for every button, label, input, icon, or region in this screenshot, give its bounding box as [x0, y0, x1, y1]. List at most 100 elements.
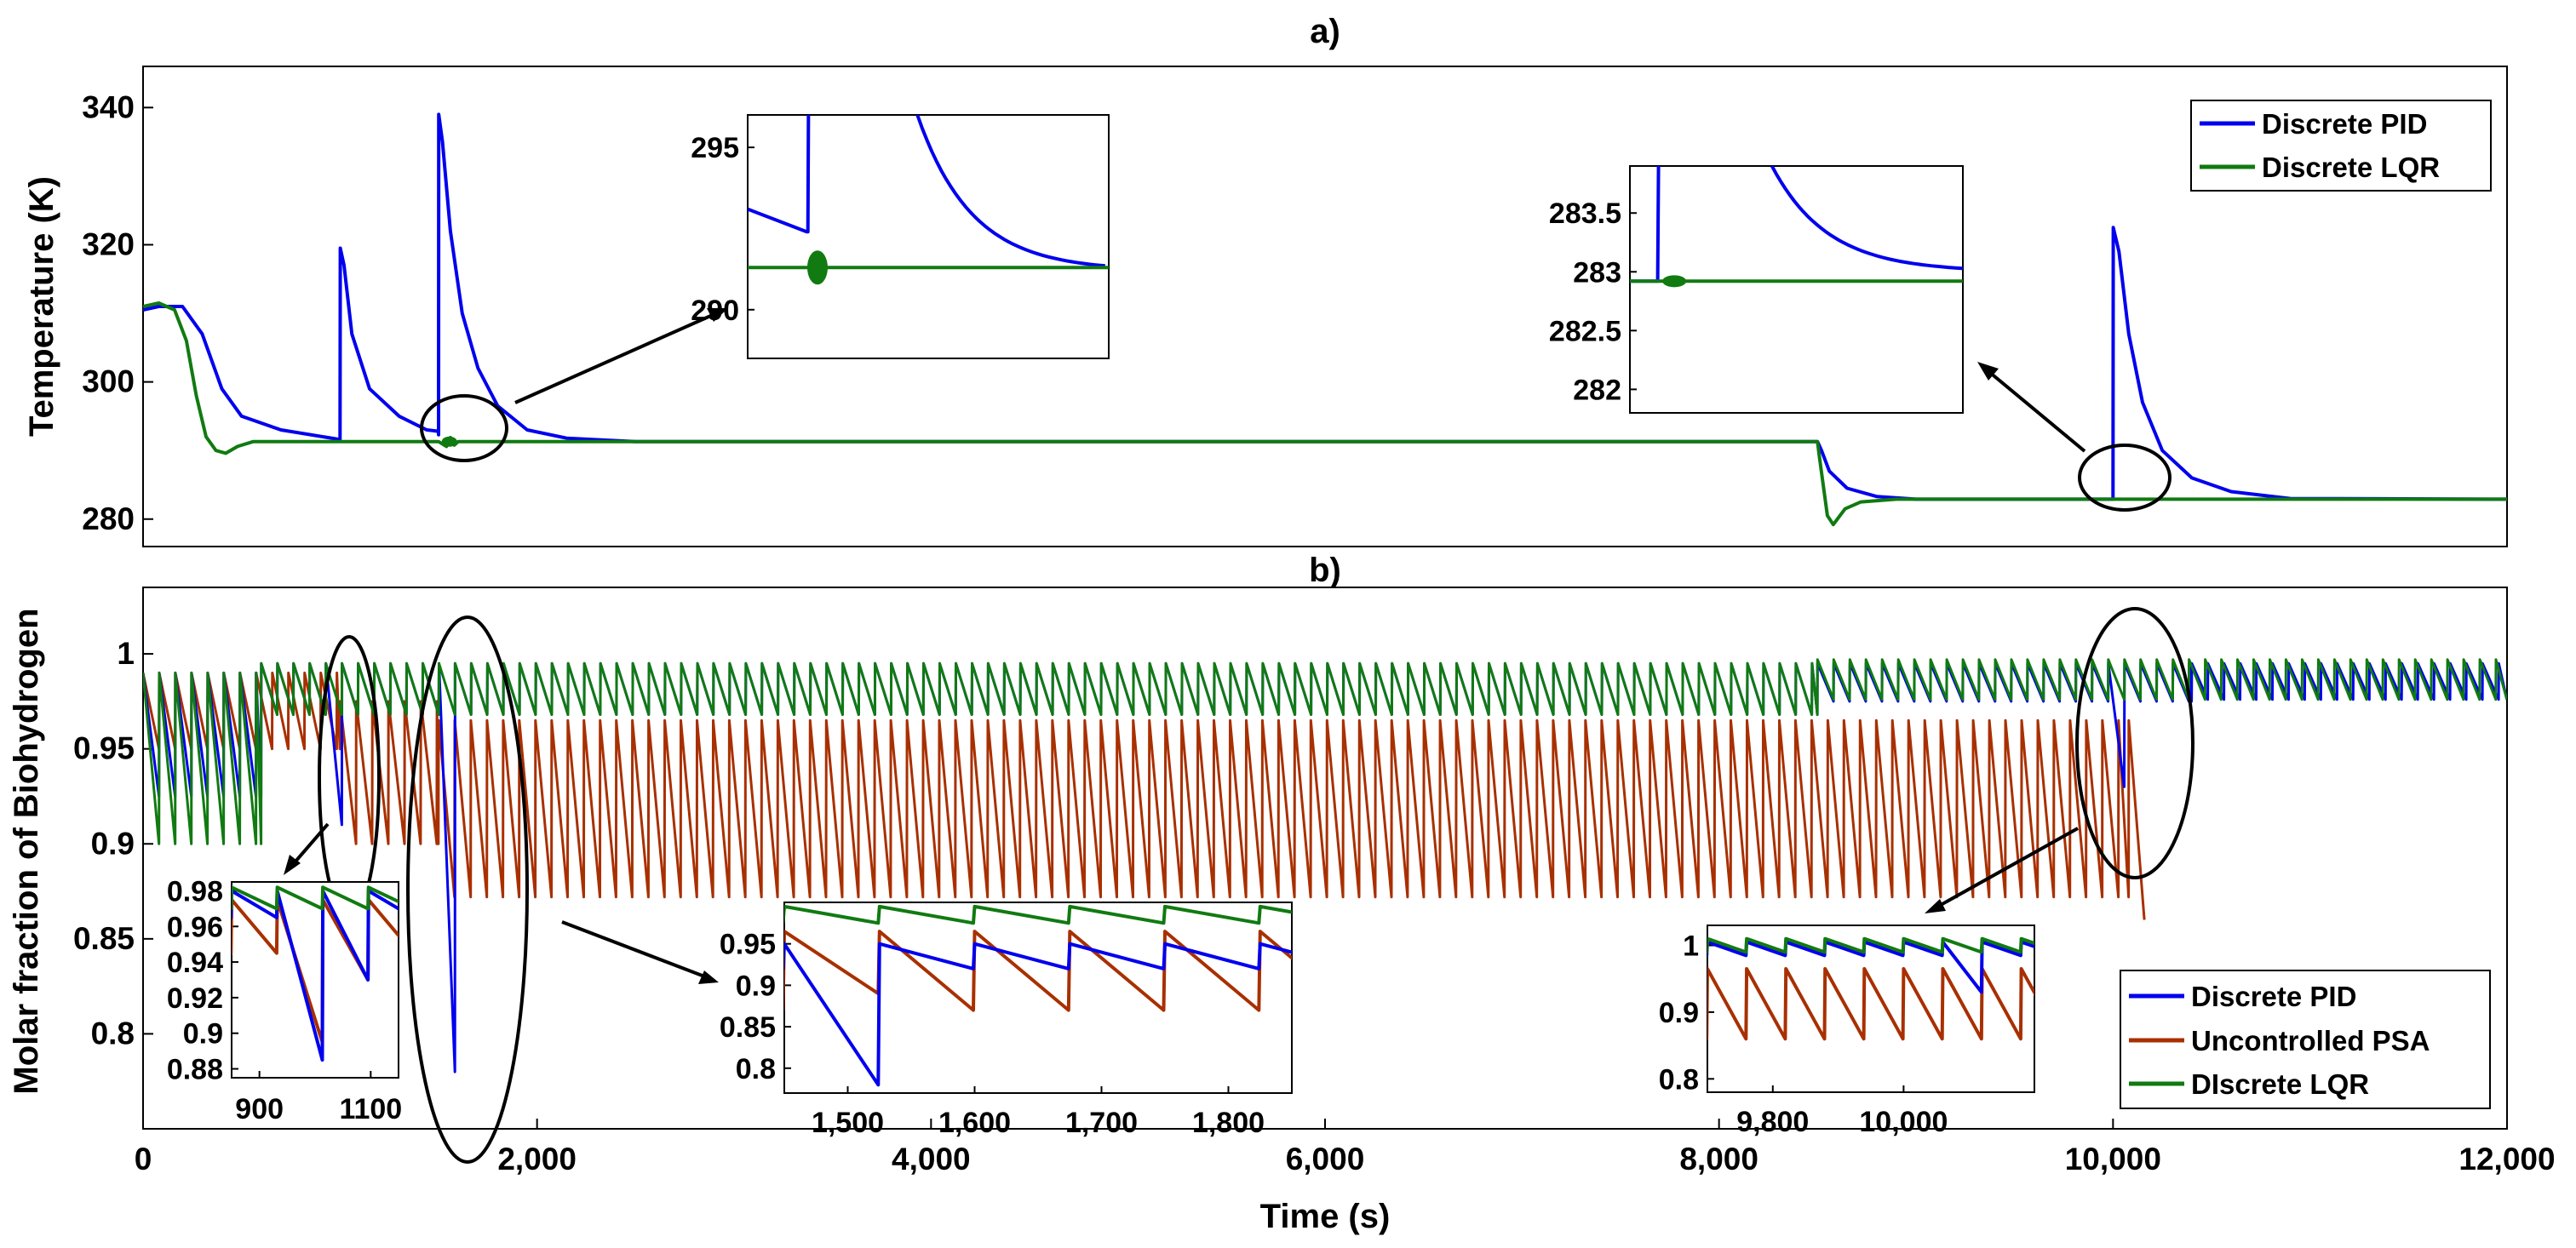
inset-b-2-lqr [784, 904, 1292, 925]
inset-a-left-pid-decay [915, 115, 1105, 268]
panel-b-xtick-label: 6,000 [1286, 1142, 1365, 1176]
inset-b-2-ytick-label: 0.9 [736, 970, 776, 1002]
legend-b-psa-label: Uncontrolled PSA [2191, 1025, 2430, 1056]
panel-b-xtick-label: 12,000 [2458, 1142, 2555, 1176]
inset-a-left: 290 295 [691, 114, 1110, 359]
inset-a-right-lqr-osc [1662, 275, 1687, 288]
inset-b-2-pid [784, 942, 1292, 1087]
zoom-arrow-b3 [1932, 827, 2079, 911]
inset-b-2: 0.8 0.85 0.9 0.95 1,500 1,600 1,700 1,800 [720, 902, 1293, 1139]
inset-a-left-box [747, 114, 1110, 359]
panel-a-axes-box [142, 66, 2508, 547]
inset-b-1-ytick-label: 0.96 [167, 911, 223, 943]
zoom-arrow-a1 [514, 309, 723, 404]
zoom-ellipse-a1 [420, 394, 508, 462]
zoom-arrow-b2-head [698, 970, 719, 984]
inset-b-3-psa [1707, 967, 2034, 1041]
zoom-arrow-b1-head [284, 855, 301, 875]
inset-a-right: 282 282.5 283 283.5 [1549, 165, 1964, 414]
panel-b-ytick-label: 0.9 [91, 826, 135, 861]
inset-b-3: 0.8 0.9 1 9,800 10,000 [1659, 925, 2035, 1138]
zoom-arrow-b3-head [1925, 899, 1946, 913]
inset-b-2-xtick-label: 1,700 [1065, 1107, 1138, 1139]
panel-a-ytick-label: 280 [82, 501, 135, 536]
panel-a-title: a) [1310, 13, 1340, 50]
inset-b-2-xtick-label: 1,500 [812, 1107, 884, 1139]
panel-b-xtick-label: 10,000 [2065, 1142, 2161, 1176]
panel-b-x-ticks: 0 2,000 4,000 6,000 8,000 10,000 12,000 [135, 1119, 2556, 1176]
panel-b-title: b) [1309, 552, 1341, 589]
panel-b-y-axis-label: Molar fraction of Biohydrogen [8, 608, 45, 1094]
inset-b-3-lqr [1707, 936, 2034, 954]
panel-a-legend: Discrete PID Discrete LQR [2190, 100, 2492, 192]
inset-a-left-pid-step [748, 115, 811, 234]
panel-b-xtick-label: 4,000 [892, 1142, 971, 1176]
inset-b-2-xtick-label: 1,800 [1192, 1107, 1265, 1139]
panel-b-xtick-label: 0 [135, 1142, 152, 1176]
legend-b-pid-label: Discrete PID [2191, 981, 2356, 1012]
inset-b-1-xtick-label: 1100 [339, 1093, 402, 1125]
panel-a-ytick-label: 320 [82, 226, 135, 261]
series-a-lqr [143, 301, 2507, 527]
zoom-arrow-a2 [1982, 366, 2086, 453]
inset-b-3-box [1707, 925, 2035, 1093]
panel-b-ytick-label: 1 [117, 636, 135, 671]
panel-b-xtick-label: 2,000 [497, 1142, 577, 1176]
inset-b-2-ytick-label: 0.85 [720, 1011, 776, 1044]
inset-b-3-xtick-label: 9,800 [1736, 1106, 1809, 1138]
inset-a-left-lqr-osc [806, 250, 828, 285]
panel-b-legend: Discrete PID Uncontrolled PSA DIscrete L… [2120, 970, 2491, 1109]
inset-a-right-ytick-label: 282.5 [1549, 315, 1621, 347]
inset-b-2-xtick-label: 1,600 [938, 1107, 1011, 1139]
zoom-ellipse-b2 [406, 615, 529, 1164]
inset-a-left-ytick-label: 295 [691, 132, 739, 164]
series-b-lqr [143, 658, 2507, 845]
zoom-ellipse-b3 [2075, 607, 2194, 879]
panel-b-ytick-label: 0.85 [73, 921, 135, 956]
zoom-arrow-a2-head [1977, 362, 1999, 381]
panel-a-ytick-label: 340 [82, 89, 135, 124]
inset-b-1-ytick-label: 0.92 [167, 982, 223, 1015]
inset-b-1-ytick-label: 0.94 [167, 947, 223, 979]
inset-b-3-xtick-label: 10,000 [1859, 1106, 1948, 1138]
panel-b-ytick-label: 0.8 [91, 1016, 135, 1050]
panel-a-temperature: a) Temperature (K) 280 300 320 340 Discrete… [23, 13, 2508, 547]
panel-b-ytick-label: 0.95 [73, 731, 135, 766]
series-a-pid [143, 112, 2507, 501]
inset-a-right-ytick-label: 283.5 [1549, 198, 1621, 230]
inset-b-1: 0.88 0.90.920.94 0.96 0.98 900 1100 [167, 875, 402, 1125]
zoom-arrow-a1-head [707, 308, 728, 322]
inset-a-right-box [1629, 165, 1964, 414]
panel-b-molar-fraction: b) Molar fraction of Biohydrogen Time (s… [8, 552, 2556, 1235]
inset-a-right-pid-decay [1770, 166, 1963, 271]
zoom-arrow-b2 [561, 920, 712, 981]
inset-b-2-psa [784, 930, 1292, 1012]
zoom-ellipse-a2 [2078, 444, 2172, 512]
panel-a-series [143, 112, 2507, 527]
inset-a-right-ytick-label: 282 [1573, 374, 1621, 406]
legend-a-box [2190, 100, 2492, 192]
panel-b-xtick-label: 8,000 [1679, 1142, 1758, 1176]
panel-a-y-ticks: 280 300 320 340 [82, 89, 153, 536]
panel-b-y-ticks: 0.8 0.85 0.9 0.95 1 [73, 636, 153, 1050]
lqr-oscillation-marker [441, 436, 457, 447]
inset-b-2-ytick-label: 0.95 [720, 929, 776, 961]
inset-b-2-box [783, 902, 1293, 1094]
inset-b-1-ytick-label: 0.88 [167, 1054, 223, 1086]
legend-a-pid-label: Discrete PID [2262, 108, 2427, 140]
inset-b-1-pid [232, 889, 399, 1062]
inset-b-1-box [231, 881, 399, 1079]
panel-b-series [143, 658, 2507, 1073]
inset-b-1-lqr [232, 885, 399, 911]
panel-b-x-axis-label: Time (s) [1260, 1198, 1391, 1235]
panel-a-y-axis-label: Temperature (K) [23, 176, 60, 437]
legend-a-lqr-label: Discrete LQR [2262, 152, 2440, 183]
panel-a-ytick-label: 300 [82, 364, 135, 399]
inset-b-3-ytick-label: 0.9 [1659, 997, 1699, 1029]
inset-a-right-ytick-label: 283 [1573, 256, 1621, 289]
inset-b-3-ytick-label: 0.8 [1659, 1063, 1699, 1096]
inset-a-left-ytick-label: 290 [691, 295, 739, 327]
legend-b-lqr-label: DIscrete LQR [2191, 1068, 2369, 1100]
inset-b-1-ytick-label: 0.98 [167, 875, 223, 907]
